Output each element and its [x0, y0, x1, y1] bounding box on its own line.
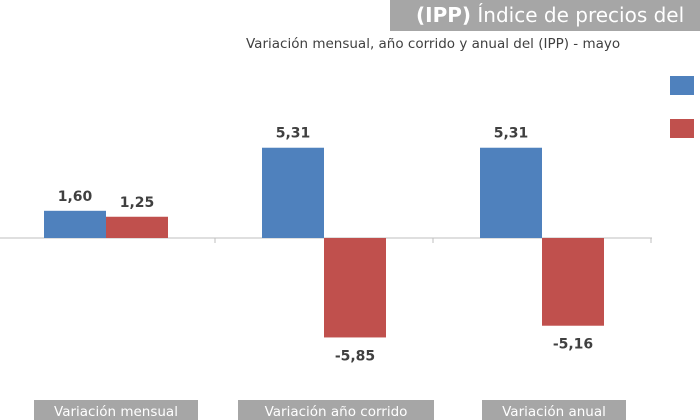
data-label-s1-c1: -5,85 — [335, 348, 375, 364]
legend-swatch-0 — [670, 76, 694, 95]
bar-s0-c0 — [44, 210, 106, 238]
chart-title-rest: Índice de precios del — [471, 3, 685, 27]
category-label-bg-0 — [34, 400, 198, 420]
category-label-bg-1 — [238, 400, 434, 420]
bar-s0-c2 — [480, 147, 542, 238]
data-label-s0-c0: 1,60 — [58, 189, 93, 205]
chart-title: (IPP) Índice de precios del — [390, 0, 700, 31]
bar-s1-c2 — [542, 238, 604, 326]
data-label-s1-c2: -5,16 — [553, 337, 593, 353]
category-label-0: Variación mensual — [54, 404, 178, 420]
category-label-2: Variación anual — [502, 404, 606, 420]
bar-s0-c1 — [262, 147, 324, 238]
bar-s1-c0 — [106, 216, 168, 238]
chart-subtitle: Variación mensual, año corrido y anual d… — [246, 36, 621, 52]
data-label-s0-c2: 5,31 — [494, 126, 529, 142]
bar-s1-c1 — [324, 238, 386, 338]
chart-title-bold: (IPP) — [416, 3, 472, 27]
data-label-s1-c0: 1,25 — [120, 195, 155, 211]
legend-swatch-1 — [670, 119, 694, 138]
data-label-s0-c1: 5,31 — [276, 126, 311, 142]
category-label-1: Variación año corrido — [265, 404, 408, 420]
category-label-bg-2 — [482, 400, 626, 420]
